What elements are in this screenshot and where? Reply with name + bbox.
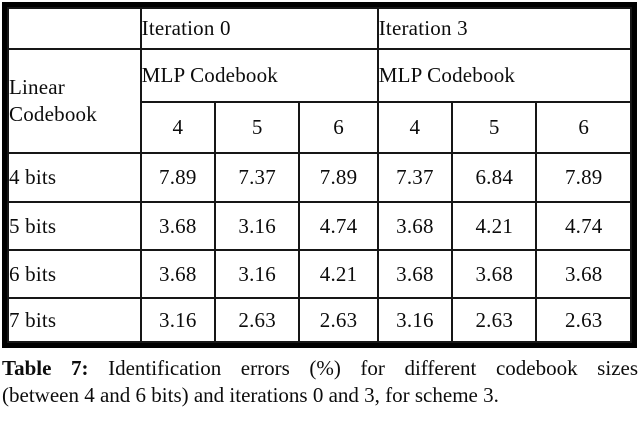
caption-line-2: (between 4 and 6 bits) and iterations 0 … bbox=[2, 383, 499, 407]
caption-line-1: Table 7: Identification errors (%) for d… bbox=[2, 355, 638, 382]
value-cell: 7.89 bbox=[535, 152, 632, 203]
value-cell: 2.63 bbox=[213, 297, 301, 343]
corner-cell bbox=[7, 7, 142, 50]
table-caption: Table 7: Identification errors (%) for d… bbox=[0, 355, 640, 409]
size-header-iter3-4: 4 bbox=[376, 101, 454, 154]
linear-codebook-line2: Codebook bbox=[9, 102, 97, 126]
header-row-iterations: Iteration 0 Iteration 3 bbox=[7, 7, 633, 50]
header-row-codebook: Linear Codebook MLP Codebook MLP Codeboo… bbox=[7, 48, 633, 154]
value-cell: 2.63 bbox=[451, 297, 538, 343]
row-label-6bits: 6 bits bbox=[7, 249, 142, 299]
value-cell: 7.37 bbox=[213, 152, 301, 203]
value-cell: 3.68 bbox=[376, 249, 454, 299]
value-cell: 4.74 bbox=[298, 201, 379, 251]
value-cell: 3.16 bbox=[376, 297, 454, 343]
value-cell: 2.63 bbox=[535, 297, 632, 343]
mlp-codebook-header-iter0: MLP Codebook bbox=[139, 48, 379, 103]
linear-codebook-header: Linear Codebook bbox=[7, 48, 142, 154]
row-label-4bits: 4 bits bbox=[7, 152, 142, 203]
value-cell: 4.21 bbox=[298, 249, 379, 299]
results-table-frame: Iteration 0 Iteration 3 Linear Codebook … bbox=[2, 2, 637, 348]
table-row: 4 bits 7.89 7.37 7.89 7.37 6.84 7.89 bbox=[7, 152, 632, 203]
value-cell: 3.16 bbox=[213, 249, 301, 299]
size-header-iter3-5: 5 bbox=[451, 101, 538, 154]
value-cell: 3.68 bbox=[376, 201, 454, 251]
value-cell: 3.16 bbox=[213, 201, 301, 251]
header-row-sizes: 4 5 6 4 5 6 bbox=[8, 101, 632, 154]
value-cell: 3.68 bbox=[139, 201, 216, 251]
caption-text-1: Identification errors (%) for different … bbox=[108, 356, 639, 380]
size-header-iter0-6: 6 bbox=[298, 101, 379, 154]
value-cell: 3.68 bbox=[535, 249, 632, 299]
caption-table-number: Table 7: bbox=[2, 356, 89, 380]
size-header-iter3-6: 6 bbox=[535, 101, 632, 154]
value-cell: 6.84 bbox=[451, 152, 538, 203]
value-cell: 7.37 bbox=[376, 152, 454, 203]
size-header-iter0-5: 5 bbox=[213, 101, 301, 154]
iteration-3-header: Iteration 3 bbox=[376, 7, 633, 50]
value-cell: 2.63 bbox=[298, 297, 379, 343]
value-cell: 3.16 bbox=[139, 297, 216, 343]
value-cell: 3.68 bbox=[451, 249, 538, 299]
value-cell: 7.89 bbox=[139, 152, 216, 203]
table-row: 6 bits 3.68 3.16 4.21 3.68 3.68 3.68 bbox=[7, 249, 632, 299]
row-label-5bits: 5 bits bbox=[7, 201, 142, 251]
value-cell: 4.74 bbox=[535, 201, 632, 251]
value-cell: 7.89 bbox=[298, 152, 379, 203]
table-row: 7 bits 3.16 2.63 2.63 3.16 2.63 2.63 bbox=[7, 297, 632, 343]
table-row: 5 bits 3.68 3.16 4.74 3.68 4.21 4.74 bbox=[7, 201, 632, 251]
linear-codebook-line1: Linear bbox=[9, 75, 65, 99]
iteration-0-header: Iteration 0 bbox=[139, 7, 379, 50]
row-label-7bits: 7 bits bbox=[7, 297, 142, 343]
value-cell: 3.68 bbox=[139, 249, 216, 299]
mlp-codebook-header-iter3: MLP Codebook bbox=[376, 48, 633, 103]
size-header-iter0-4: 4 bbox=[139, 101, 216, 154]
codebook-results-table: Iteration 0 Iteration 3 Linear Codebook … bbox=[7, 7, 633, 343]
value-cell: 4.21 bbox=[451, 201, 538, 251]
